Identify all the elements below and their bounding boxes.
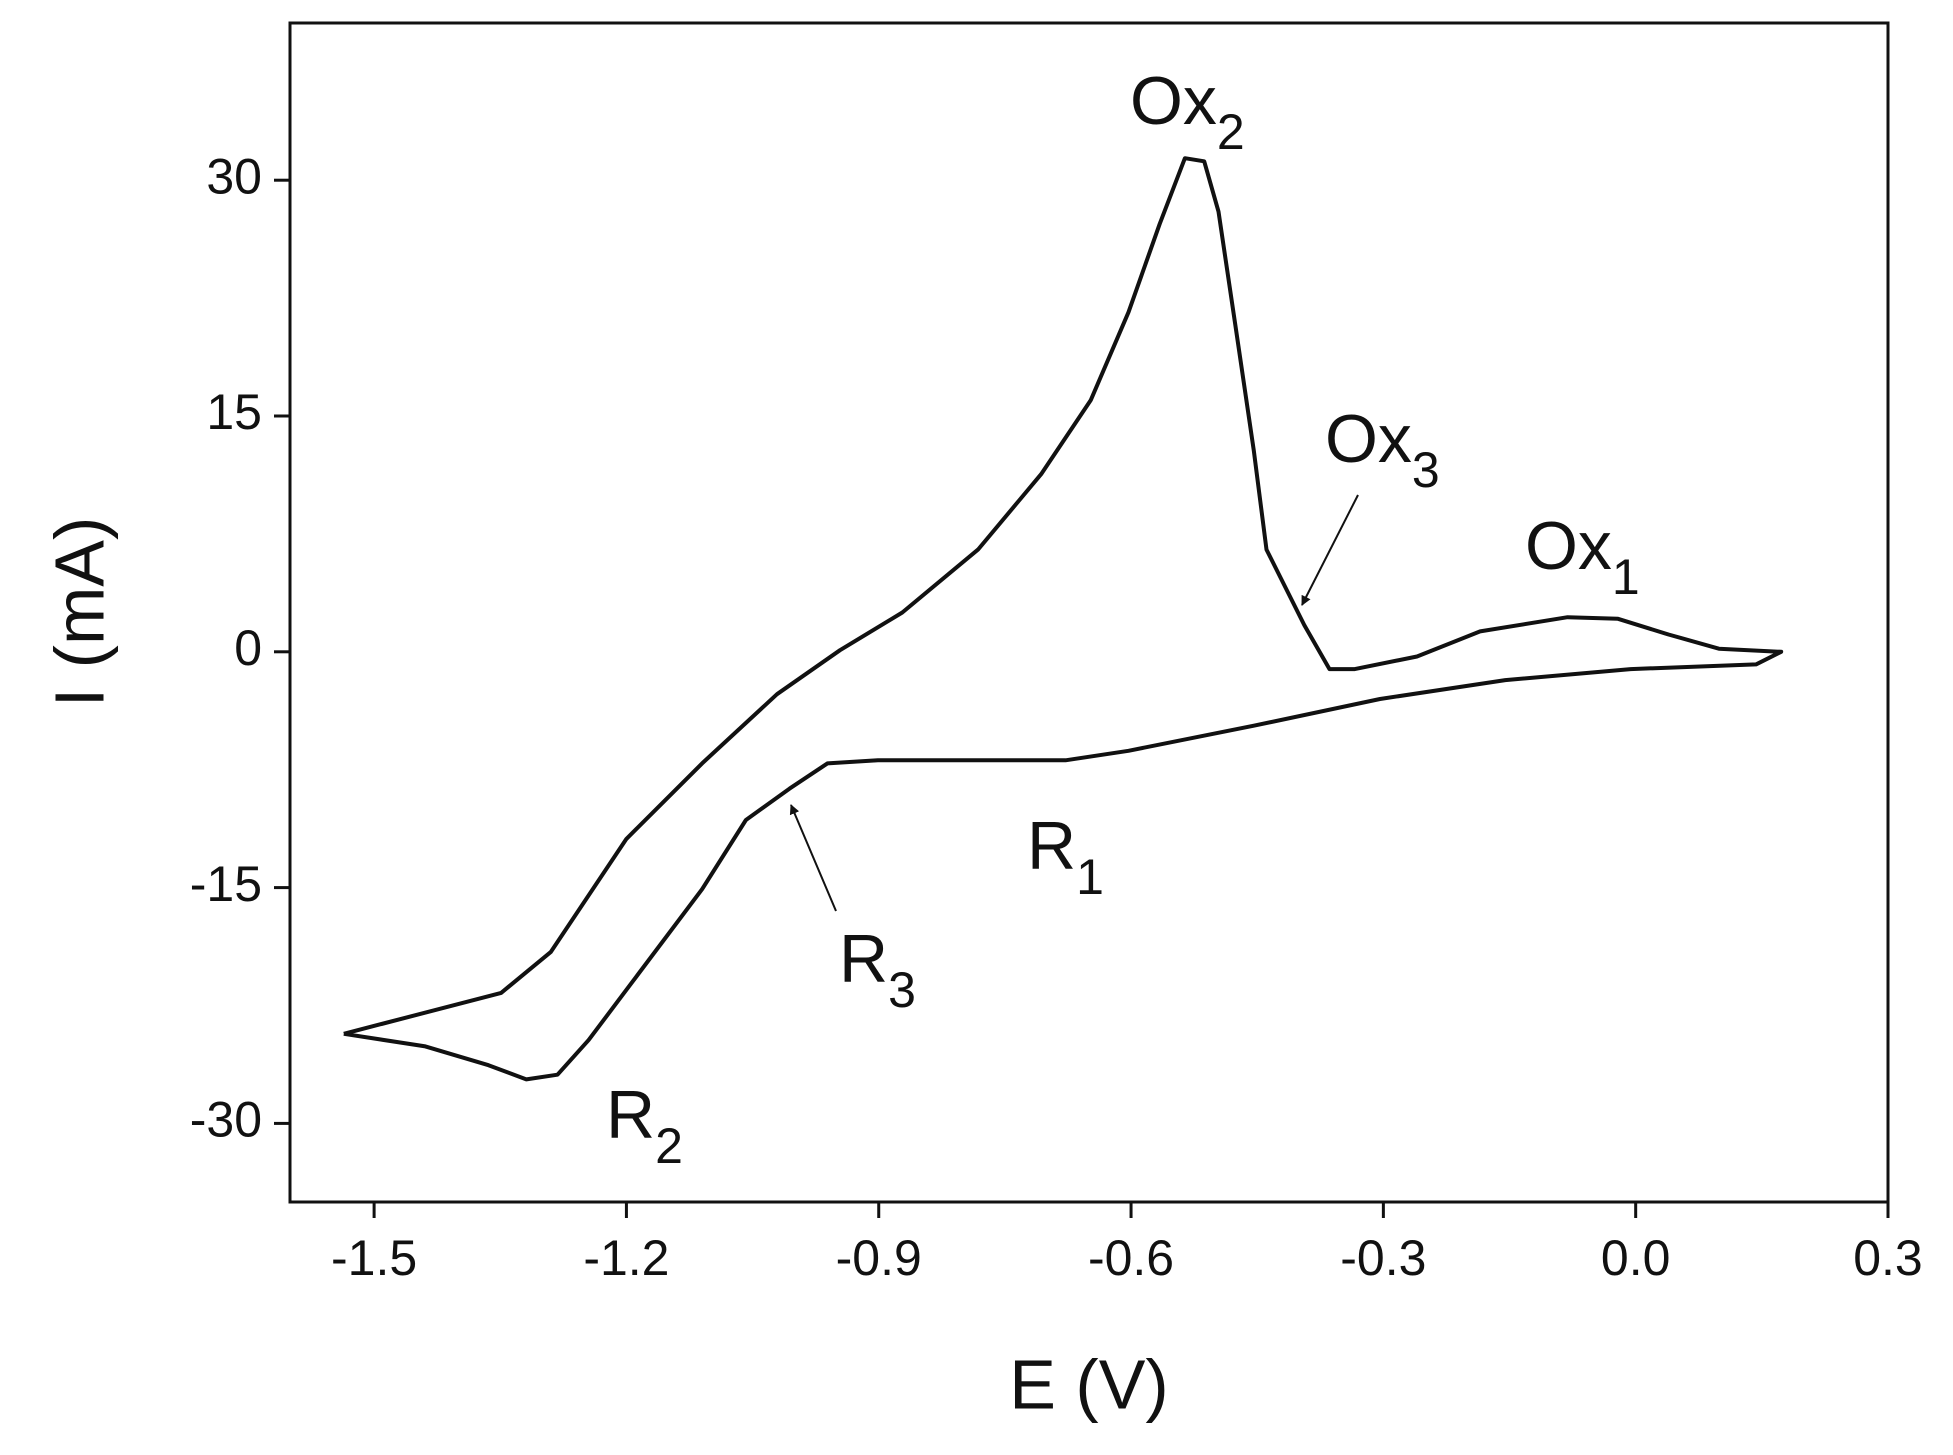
x-tick-label: 0.3 [1853,1230,1923,1286]
arrow [789,804,837,912]
cv-curve [343,156,1784,1082]
annotation-text: Ox [1130,63,1217,139]
y-tick-label: 0 [234,620,262,676]
annotation-subscript: 1 [1076,849,1104,905]
y-axis-label: I (mA) [40,517,118,708]
x-tick-label: -1.5 [331,1230,417,1286]
y-tick-label: 30 [206,148,262,204]
x-tick-label: -1.2 [583,1230,669,1286]
annotation-text: R [1027,808,1076,884]
annotation-subscript: 3 [1412,442,1440,498]
annotation: R2 [606,1077,683,1174]
annotation-subscript: 3 [888,962,916,1018]
x-tick-label: 0.0 [1601,1230,1671,1286]
annotation: Ox3 [1325,401,1440,498]
annotation-text: R [839,921,888,997]
x-tick-label: -0.3 [1340,1230,1426,1286]
y-tick-label: -15 [190,856,262,912]
x-tick-label: -0.9 [836,1230,922,1286]
annotation-subscript: 2 [1217,104,1245,160]
annotation-text: Ox [1325,401,1412,477]
annotation: R1 [1027,808,1104,905]
y-tick-label: 15 [206,384,262,440]
y-tick-label: -30 [190,1092,262,1148]
annotation: R3 [839,921,916,1018]
plot-frame [288,21,1890,1204]
x-axis-label: E (V) [1009,1345,1168,1423]
annotation-subscript: 1 [1612,549,1640,605]
annotation-subscript: 2 [655,1118,683,1174]
x-tick-label: -0.6 [1088,1230,1174,1286]
annotation: Ox1 [1525,508,1640,605]
arrow [1301,494,1359,606]
annotation: Ox2 [1130,63,1245,160]
annotation-text: Ox [1525,508,1612,584]
annotation-text: R [606,1077,655,1153]
